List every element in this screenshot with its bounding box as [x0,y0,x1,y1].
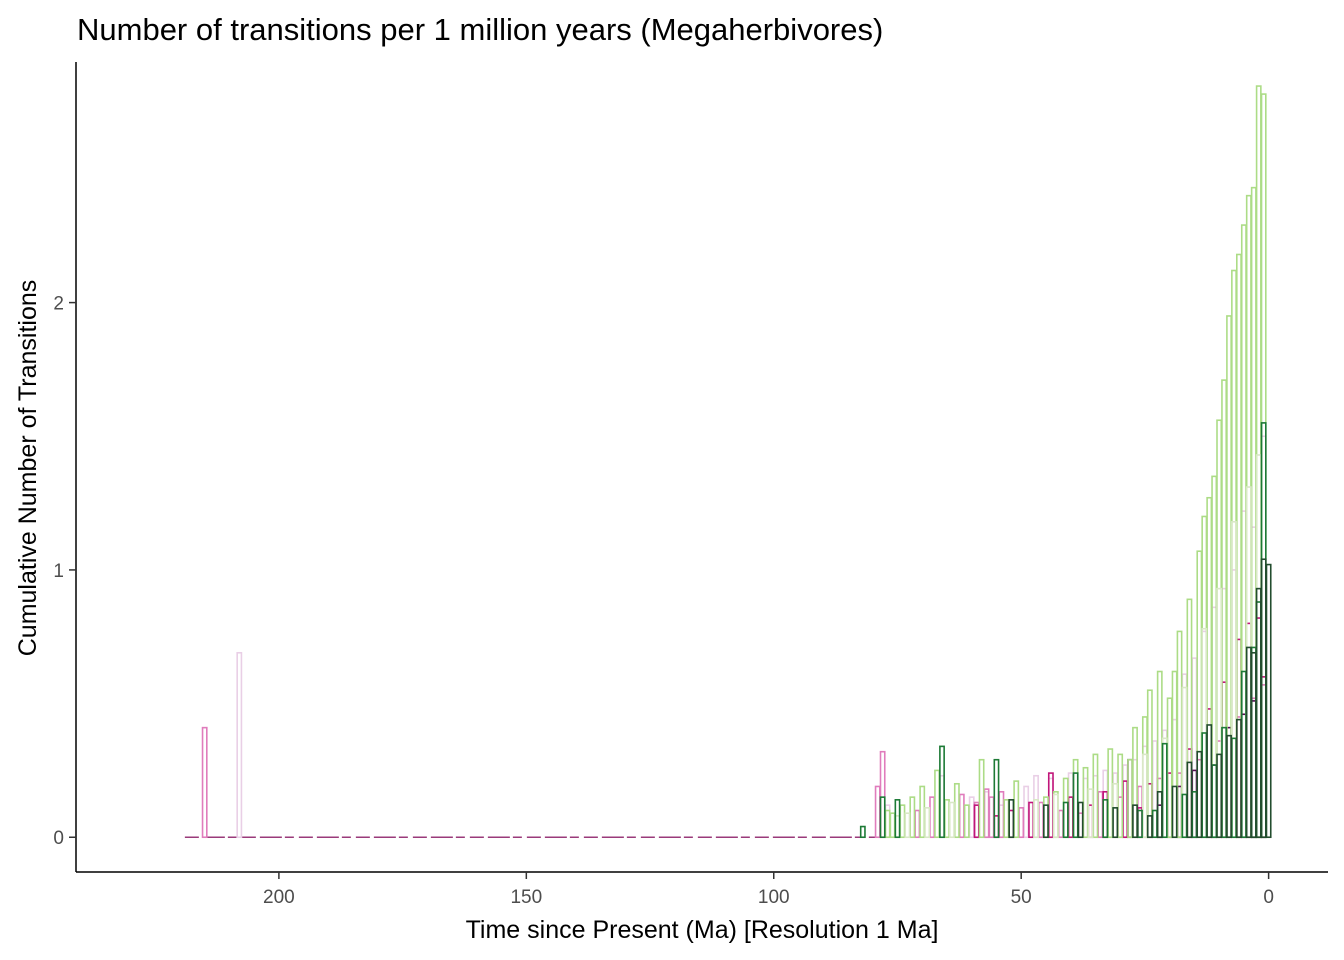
bar [988,796,995,839]
bar [1008,799,1015,839]
bar [904,812,911,839]
x-tick-label: 200 [263,887,295,908]
bar [968,796,975,839]
bar [1265,563,1272,839]
bar [1077,801,1084,839]
x-tick-label: 150 [510,887,542,908]
bar [1250,651,1257,839]
bar [924,807,931,839]
bar [1255,587,1262,839]
bar [1052,793,1059,839]
bar [1112,807,1119,839]
bar [1236,718,1242,839]
bar [973,804,980,839]
y-tick-label: 0 [53,828,64,849]
bar [1191,790,1198,839]
x-tick-label: 100 [758,887,790,908]
bar [998,790,1005,839]
bar [914,809,921,839]
bar [1018,807,1025,839]
bar [889,812,896,839]
bar [948,801,955,839]
bar [894,799,901,839]
bar [1013,780,1020,839]
x-tick-label: 50 [1011,887,1032,908]
bar [1181,793,1188,839]
bar [1057,809,1064,839]
bar [236,651,243,839]
bar [953,782,960,839]
bar [1146,815,1153,839]
bar [1196,750,1203,839]
y-tick-label: 2 [53,294,64,315]
bar [1171,785,1178,839]
bar [1240,670,1247,839]
y-axis-ticks: 0 1 2 [53,294,76,849]
bar [1067,796,1074,839]
y-axis-label: Cumulative Number of Transitions [14,280,42,657]
bar [1047,772,1054,839]
bar [1245,646,1252,839]
bar [1151,809,1158,839]
bar [884,809,891,839]
bar [879,796,886,839]
bar [1117,753,1124,839]
bar [1092,753,1099,839]
bar [1003,799,1010,839]
bar [909,796,916,839]
x-axis-ticks: 200 150 100 50 0 [263,872,1274,908]
bar [874,785,881,839]
bar [899,804,906,839]
bar [929,796,936,839]
bar [859,825,866,839]
bar [1087,788,1094,839]
bar [1062,801,1069,839]
bar [934,769,940,839]
bar [1102,799,1109,839]
bar [1211,764,1218,839]
bar [1166,697,1173,839]
y-tick-label: 1 [53,561,64,582]
bar [983,788,990,839]
bar [1161,742,1168,839]
x-tick-label: 0 [1263,887,1274,908]
bar [1122,780,1129,839]
bar [1216,753,1223,839]
bar [993,758,1000,839]
bars-layer [184,85,1272,839]
bar [1260,558,1267,839]
bar [1038,801,1044,839]
bar [1132,804,1138,839]
bar [1156,790,1163,839]
bar [939,745,945,839]
bar [1141,753,1148,839]
bar [1201,732,1208,839]
bar [1176,630,1183,839]
bar [1097,790,1104,839]
bar [944,799,950,839]
bar [963,804,970,839]
bar [1023,785,1030,839]
bar [1186,761,1193,839]
bar [1127,758,1133,839]
bar [1107,748,1114,839]
bar [1221,726,1228,839]
bar [1226,734,1232,839]
bar [958,793,965,839]
bar [1028,801,1035,839]
bar [1206,724,1213,839]
chart-title: Number of transitions per 1 million year… [77,12,883,47]
x-axis-label: Time since Present (Ma) [Resolution 1 Ma… [466,916,939,944]
bar [1231,737,1237,839]
bar [978,758,985,839]
bar [1072,772,1079,839]
bar [201,726,208,839]
bar [1137,809,1143,839]
bar [1043,804,1049,839]
bar [919,785,926,839]
bar [1033,799,1039,839]
